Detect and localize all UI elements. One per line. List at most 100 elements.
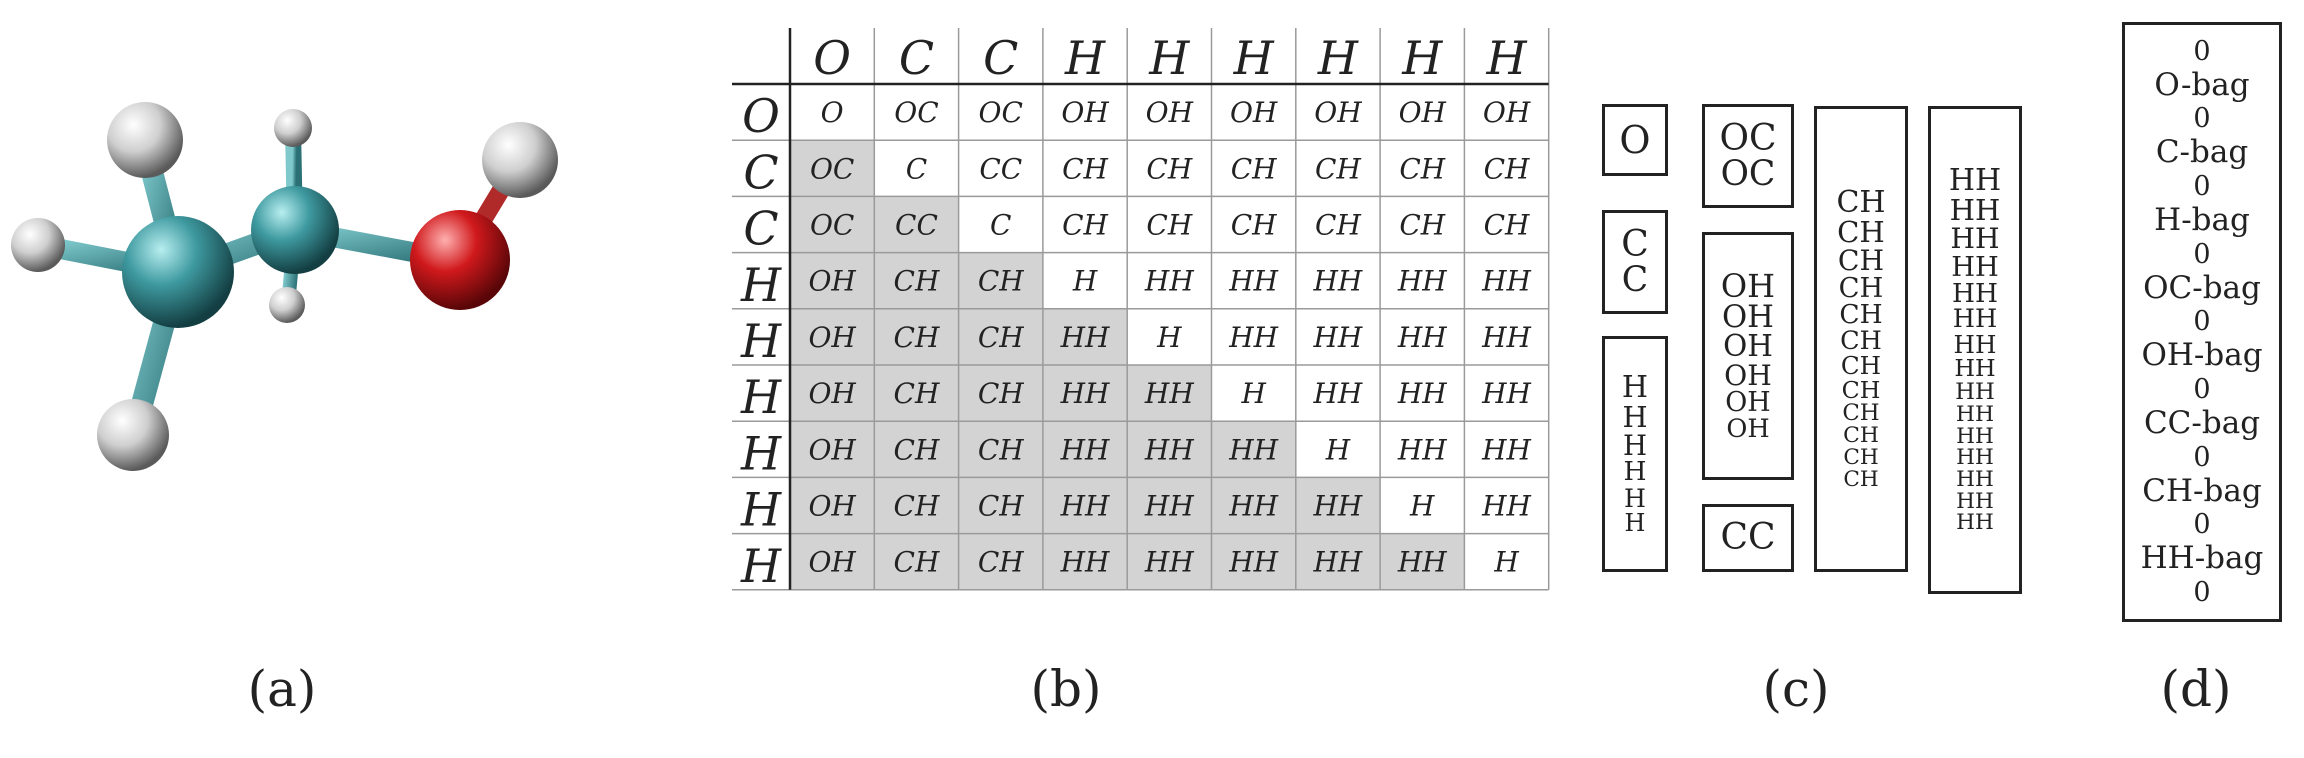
- matrix-cell-shaded: [1127, 477, 1212, 534]
- matrix-cell-shaded: [1127, 421, 1212, 478]
- bag-item: CH: [1843, 445, 1879, 471]
- column-header: H: [1233, 31, 1275, 85]
- bag-oh: OH OH OH OH OH OH: [1702, 232, 1794, 480]
- matrix-cell-label: CH: [894, 377, 940, 410]
- bag-item: OH: [1725, 386, 1771, 418]
- matrix-cell-label: HH: [1060, 490, 1110, 523]
- matrix-cell-label: HH: [1060, 546, 1110, 579]
- matrix-cell-label: H: [1072, 265, 1098, 298]
- matrix-cell-label: HH: [1481, 377, 1531, 410]
- matrix-cell-label: HH: [1060, 321, 1110, 354]
- matrix-cell-label: OC: [979, 96, 1023, 129]
- matrix-cell-shaded: [1127, 533, 1212, 590]
- counter-bag-label: H-bag: [2154, 201, 2250, 238]
- bag-item: HH: [1956, 423, 1994, 449]
- bag-item: CC: [1720, 517, 1776, 558]
- matrix-cell-shaded: [790, 252, 875, 309]
- caption-b: (b): [1030, 660, 1102, 718]
- matrix-cell-label: HH: [1144, 546, 1194, 579]
- bag-item: OH: [1724, 358, 1772, 392]
- matrix-cell-label: CH: [894, 433, 940, 466]
- matrix-cell-label: OH: [808, 490, 856, 523]
- caption-d: (d): [2160, 660, 2232, 718]
- matrix-cell-label: HH: [1060, 433, 1110, 466]
- hydrogen-atom: [274, 109, 312, 147]
- bag-item: CH: [1838, 272, 1884, 304]
- bag-counter: 0 O-bag 0 C-bag 0 H-bag 0 OC-bag 0 OH-bag 0 CC-bag 0…: [2122, 22, 2282, 622]
- matrix-cell-label: CH: [894, 321, 940, 354]
- matrix-cell-label: HH: [1228, 265, 1278, 298]
- ethanol-molecule: [11, 102, 558, 471]
- matrix-cell-shaded: [958, 252, 1043, 309]
- matrix-cell-label: CH: [1146, 152, 1192, 185]
- matrix-cell-shaded: [1042, 308, 1128, 365]
- matrix-cell-shaded: [1295, 533, 1381, 590]
- bag-item: O: [1619, 118, 1651, 162]
- matrix-cell-label: HH: [1144, 490, 1194, 523]
- bag-item: CH: [1837, 243, 1885, 277]
- matrix-cell-label: OH: [1146, 96, 1194, 129]
- matrix-cell-label: OH: [808, 321, 856, 354]
- matrix-cell-label: CC: [979, 152, 1022, 185]
- hydrogen-atom: [107, 102, 183, 178]
- matrix-cell-label: OH: [808, 265, 856, 298]
- matrix-cell-shaded: [1042, 477, 1128, 534]
- matrix-cell-shaded: [790, 421, 875, 478]
- matrix-cell-label: HH: [1397, 433, 1447, 466]
- bag-item: HH: [1951, 251, 1999, 283]
- matrix-cell-shaded: [958, 421, 1043, 478]
- bag-item: HH: [1950, 222, 2000, 256]
- matrix-cell-label: O: [821, 96, 844, 129]
- matrix-cell-label: C: [906, 152, 927, 185]
- counter-zero: 0: [2193, 238, 2211, 270]
- matrix-cell-label: CH: [1399, 209, 1445, 242]
- bag-item: OH: [1722, 298, 1774, 335]
- bag-item: CH: [1842, 400, 1880, 427]
- bag-item: HH: [1955, 401, 1995, 427]
- matrix-cell-label: CH: [1231, 152, 1277, 185]
- caption-a: (a): [247, 660, 317, 718]
- matrix-cell-label: HH: [1144, 433, 1194, 466]
- row-header: O: [742, 89, 780, 143]
- matrix-cell-shaded: [790, 477, 875, 534]
- matrix-cell-label: CH: [894, 490, 940, 523]
- column-header: H: [1064, 31, 1106, 85]
- matrix-cell-label: HH: [1481, 490, 1531, 523]
- bag-cc: CC: [1702, 504, 1794, 572]
- matrix-cell-label: CH: [978, 377, 1024, 410]
- bag-item: CH: [1839, 299, 1883, 331]
- matrix-cell-label: CH: [1484, 209, 1530, 242]
- matrix-cell-shaded: [1380, 533, 1465, 590]
- matrix-cell-shaded: [874, 252, 959, 309]
- bag-item: HH: [1956, 466, 1994, 492]
- matrix-cell-label: HH: [1397, 321, 1447, 354]
- matrix-cell-label: CH: [978, 546, 1024, 579]
- matrix-cell-shaded: [958, 533, 1043, 590]
- bag-item: H: [1624, 483, 1646, 513]
- bag-item: C: [1621, 223, 1649, 265]
- bag-oc: OC OC: [1702, 104, 1794, 208]
- bag-hh: HH HH HH HH HH HH HH HH HH HH HH HH HH HH HH: [1928, 106, 2022, 594]
- bag-item: HH: [1955, 379, 1995, 406]
- matrix-cell-label: HH: [1228, 546, 1278, 579]
- bag-item: HH: [1952, 304, 1998, 335]
- matrix-cell-label: OH: [808, 546, 856, 579]
- bag-item: OC: [1720, 153, 1776, 194]
- matrix-cell-label: HH: [1228, 433, 1278, 466]
- carbon-atom: [251, 186, 339, 274]
- counter-bag-label: OH-bag: [2141, 337, 2263, 374]
- column-header: H: [1485, 31, 1527, 85]
- bag-item: HH: [1953, 329, 1997, 359]
- matrix-cell-shaded: [874, 196, 959, 253]
- matrix-cell-label: OH: [1483, 96, 1531, 129]
- matrix-cell-shaded: [958, 365, 1043, 422]
- bag-item: OH: [1720, 266, 1776, 305]
- matrix-cell-label: HH: [1481, 321, 1531, 354]
- column-header: H: [1401, 31, 1443, 85]
- matrix-cell-label: HH: [1481, 433, 1531, 466]
- matrix-cell-shaded: [1127, 365, 1212, 422]
- counter-bag-label: OC-bag: [2143, 269, 2261, 306]
- bag-item: H: [1622, 428, 1648, 462]
- matrix-cell-label: OC: [810, 152, 854, 185]
